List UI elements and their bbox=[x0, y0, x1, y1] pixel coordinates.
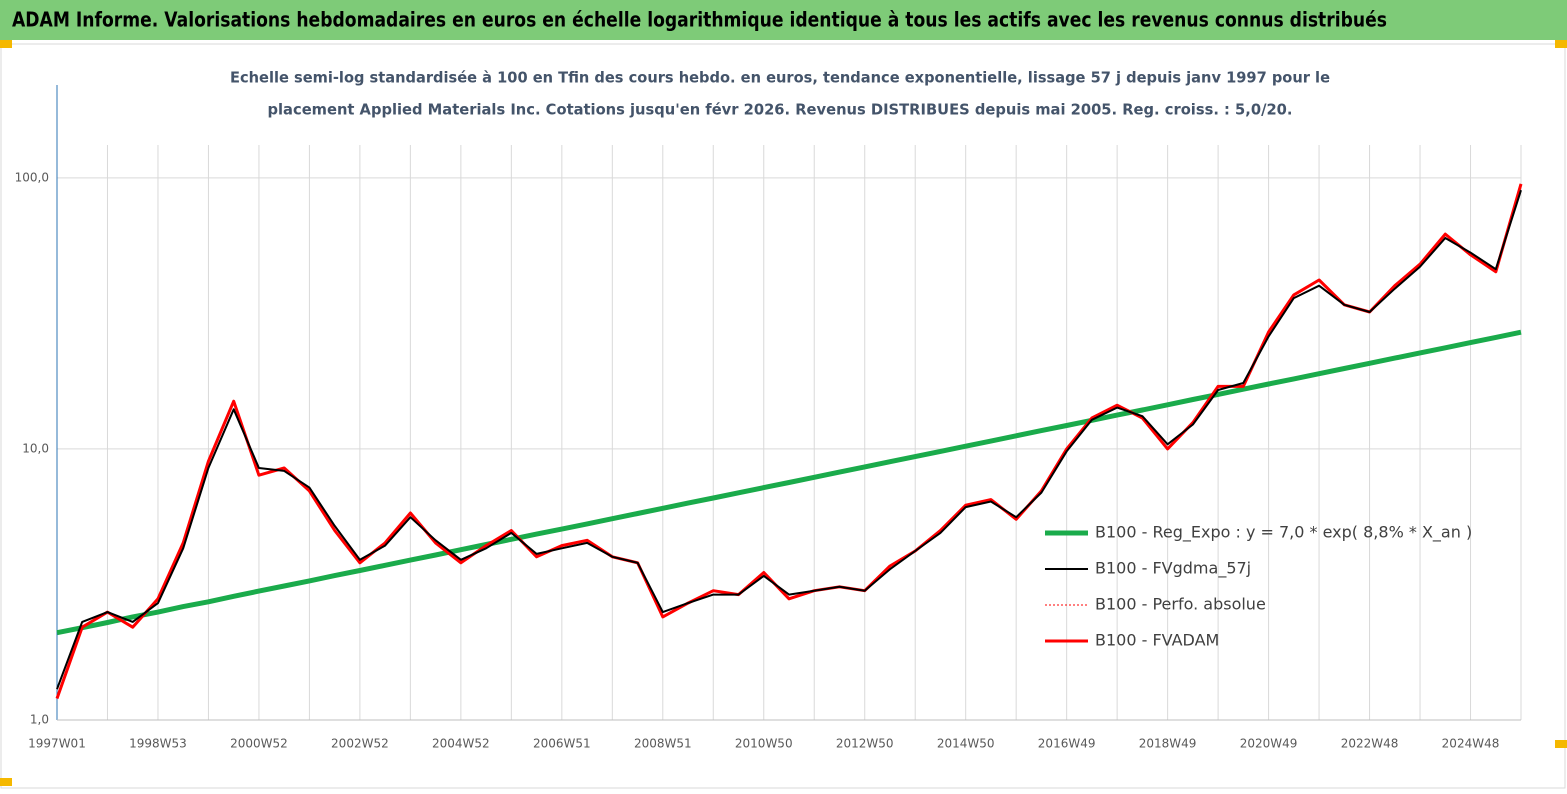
corner-marker bbox=[1555, 40, 1567, 48]
x-tick-label: 2000W52 bbox=[230, 737, 288, 751]
subtitle-line: Echelle semi-log standardisée à 100 en T… bbox=[230, 69, 1330, 87]
x-tick-label: 2020W49 bbox=[1240, 737, 1298, 751]
series-line bbox=[56, 183, 1522, 699]
header-bar bbox=[0, 0, 1567, 40]
series-line bbox=[56, 329, 1522, 636]
x-tick-label: 2002W52 bbox=[331, 737, 389, 751]
subtitle-line: placement Applied Materials Inc. Cotatio… bbox=[268, 101, 1293, 119]
x-tick-label: 1997W01 bbox=[28, 737, 86, 751]
x-tick-label: 2012W50 bbox=[836, 737, 894, 751]
x-tick-label: 2010W50 bbox=[735, 737, 793, 751]
legend-label: B100 - Perfo. absolue bbox=[1095, 595, 1266, 614]
x-tick-label: 2022W48 bbox=[1341, 737, 1399, 751]
x-tick-label: 2006W51 bbox=[533, 737, 591, 751]
x-tick-label: 2018W49 bbox=[1139, 737, 1197, 751]
x-tick-label: 2004W52 bbox=[432, 737, 490, 751]
legend-label: B100 - FVADAM bbox=[1095, 631, 1219, 650]
x-tick-label: 2008W51 bbox=[634, 737, 692, 751]
y-tick-label: 100,0 bbox=[15, 170, 49, 184]
y-tick-label: 10,0 bbox=[22, 441, 49, 455]
x-tick-label: 1998W53 bbox=[129, 737, 187, 751]
corner-marker bbox=[0, 40, 12, 48]
legend-label: B100 - FVgdma_57j bbox=[1095, 559, 1251, 579]
x-tick-label: 2016W49 bbox=[1038, 737, 1096, 751]
header-title: ADAM Informe. Valorisations hebdomadaire… bbox=[12, 8, 1387, 32]
chart-border bbox=[0, 43, 1566, 789]
legend-label: B100 - Reg_Expo : y = 7,0 * exp( 8,8% * … bbox=[1095, 523, 1472, 543]
corner-marker bbox=[0, 778, 12, 786]
x-tick-label: 2024W48 bbox=[1442, 737, 1500, 751]
plot-area: 1,0 10,0 100,0 1997W01 1998W53 2000W52 2002W52… bbox=[15, 85, 1523, 751]
series-line bbox=[56, 189, 1522, 690]
y-tick-label: 1,0 bbox=[30, 713, 49, 727]
x-tick-label: 2014W50 bbox=[937, 737, 995, 751]
corner-marker bbox=[1555, 740, 1567, 748]
